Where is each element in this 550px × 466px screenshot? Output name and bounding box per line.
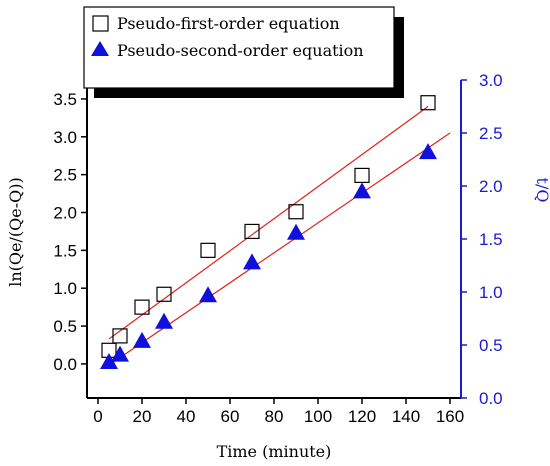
left-y-tick-label: 3.0 [53,128,77,147]
data-points [100,95,437,370]
left-y-axis-title: ln(Qe/(Qe-Q)) [6,177,25,286]
second-order-point [111,345,129,362]
right-y-tick-label: 1.5 [479,230,503,249]
first-order-point [244,223,260,240]
first-order-point [354,167,370,183]
legend-label-first-order: Pseudo-first-order equation [117,14,340,33]
first-order-point [156,286,172,302]
first-order-point [134,299,150,315]
left-y-tick-label: 1.0 [53,279,77,298]
left-y-tick-label: 0.0 [53,355,77,374]
first-order-point [288,204,304,220]
second-order-point [243,253,261,270]
right-y-axis-title: t/Q [533,178,550,203]
second-order-point [287,223,305,240]
first-order-point [420,95,436,111]
x-tick-label: 140 [392,407,420,426]
right-y-axis-ticks: 0.0 0.5 1.0 1.5 2.0 2.5 3.0 [461,71,503,408]
right-y-tick-label: 1.0 [479,283,503,302]
first-order-point [200,242,216,258]
x-tick-label: 20 [133,407,152,426]
x-tick-label: 160 [436,407,464,426]
x-axis-title: Time (minute) [217,442,332,461]
x-tick-label: 100 [304,407,332,426]
legend-marker-open-square [92,15,109,32]
x-tick-label: 120 [348,407,376,426]
fit-line-second-order [108,132,451,366]
legend: Pseudo-first-order equation Pseudo-secon… [83,6,404,98]
left-y-tick-label: 2.5 [53,166,77,185]
right-y-tick-label: 0.5 [479,336,503,355]
first-order-point [112,328,128,344]
right-y-tick-label: 2.0 [479,177,503,196]
x-axis-ticks: 0 20 40 60 80 100 120 140 160 [93,398,464,426]
legend-marker-filled-triangle [91,41,109,56]
right-y-tick-label: 2.5 [479,124,503,143]
legend-label-second-order: Pseudo-second-order equation [117,41,364,60]
legend-box [83,6,395,89]
right-y-tick-label: 0.0 [479,389,503,408]
second-order-point [133,331,151,348]
left-y-tick-label: 3.5 [53,90,77,109]
second-order-point [100,353,118,370]
second-order-point [419,143,437,160]
x-tick-label: 80 [265,407,284,426]
x-tick-label: 40 [177,407,196,426]
left-y-tick-label: 1.5 [53,241,77,260]
x-tick-label: 0 [93,407,102,426]
x-tick-label: 60 [221,407,240,426]
left-y-tick-label: 2.0 [53,204,77,223]
left-y-axis-ticks: 0.0 0.5 1.0 1.5 2.0 2.5 3.0 3.5 [53,90,87,374]
fit-line-first-order [108,106,429,340]
right-y-tick-label: 3.0 [479,71,503,90]
second-order-point [199,286,217,303]
second-order-point [353,182,371,199]
left-y-tick-label: 0.5 [53,317,77,336]
second-order-point [155,312,173,329]
